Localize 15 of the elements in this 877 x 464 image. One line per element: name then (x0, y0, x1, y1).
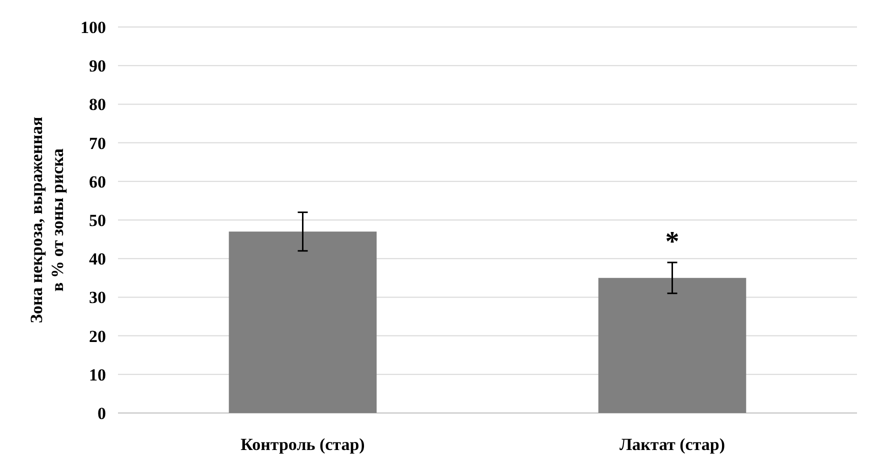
y-axis-title: Зона некроза, выраженная в % от зоны риска (27, 116, 67, 324)
y-tick-label: 90 (89, 56, 106, 76)
y-tick-label: 100 (80, 18, 106, 37)
y-tick-label: 70 (89, 134, 106, 153)
y-tick-label: 60 (89, 172, 106, 192)
y-tick-label: 10 (89, 365, 106, 384)
y-tick-label: 40 (89, 250, 106, 269)
annotation: * (665, 226, 680, 258)
y-tick-label: 0 (98, 404, 106, 423)
y-tick-label: 20 (89, 326, 106, 346)
y-tick-label: 80 (89, 95, 106, 114)
y-tick-label: 30 (89, 288, 106, 308)
y-tick-label: 50 (89, 210, 106, 230)
x-tick-label: Контроль (стар) (240, 435, 365, 454)
x-tick-label: Лактат (стар) (619, 435, 726, 454)
